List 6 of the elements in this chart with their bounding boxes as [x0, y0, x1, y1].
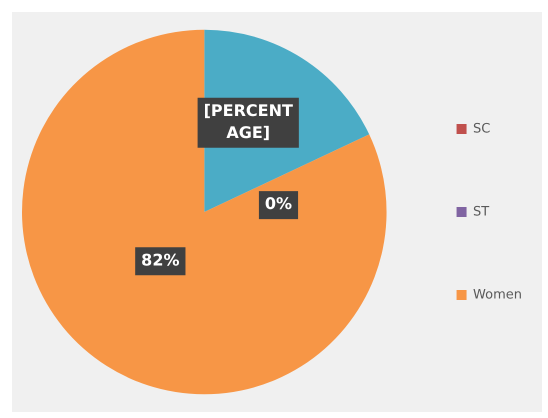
data-label: [PERCENTAGE] — [204, 100, 293, 142]
text: 0% — [264, 194, 292, 214]
data-label: 82% — [141, 250, 180, 270]
legend-label: Women — [473, 287, 522, 302]
legend-label: ST — [473, 204, 490, 220]
legend-label: SC — [473, 121, 490, 136]
